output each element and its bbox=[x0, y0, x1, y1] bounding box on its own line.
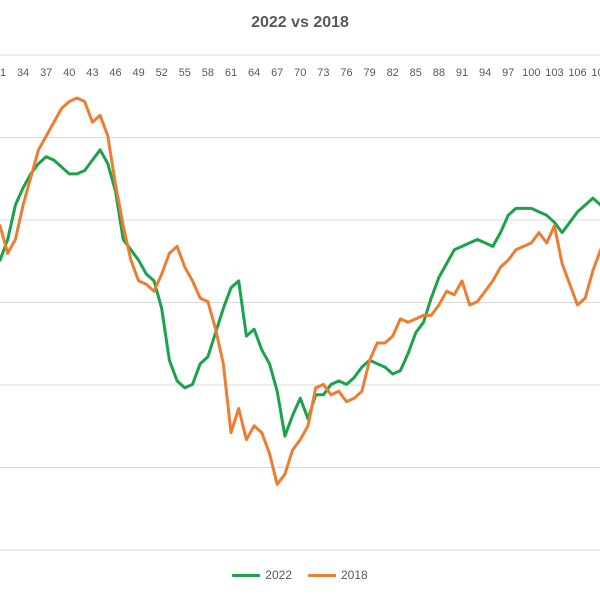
x-tick-label-76: 76 bbox=[340, 67, 352, 79]
legend-label-2022: 2022 bbox=[265, 568, 292, 582]
x-tick-label-88: 88 bbox=[433, 67, 445, 79]
series-line-2018 bbox=[0, 96, 600, 486]
legend-swatch-2018 bbox=[308, 573, 336, 577]
x-tick-label-61: 61 bbox=[225, 67, 237, 79]
x-tick-label-55: 55 bbox=[179, 67, 191, 79]
x-tick-label-58: 58 bbox=[202, 67, 214, 79]
x-tick-label-103: 103 bbox=[545, 67, 563, 79]
x-tick-label-106: 106 bbox=[568, 67, 586, 79]
x-tick-label-109: 109 bbox=[591, 67, 600, 79]
x-tick-label-40: 40 bbox=[63, 67, 75, 79]
x-tick-label-49: 49 bbox=[132, 67, 144, 79]
legend: 2022 2018 bbox=[0, 568, 600, 582]
legend-label-2018: 2018 bbox=[341, 568, 368, 582]
gridlines bbox=[0, 54, 600, 551]
legend-item-2022: 2022 bbox=[232, 568, 292, 582]
x-tick-label-67: 67 bbox=[271, 67, 283, 79]
x-tick-label-91: 91 bbox=[456, 67, 468, 79]
x-tick-label-70: 70 bbox=[294, 67, 306, 79]
x-tick-label-64: 64 bbox=[248, 67, 260, 79]
series-line-2022 bbox=[0, 148, 600, 438]
x-tick-label-52: 52 bbox=[156, 67, 168, 79]
x-tick-label-97: 97 bbox=[502, 67, 514, 79]
legend-item-2018: 2018 bbox=[308, 568, 368, 582]
x-axis-tick-labels: 31 34 37 40 43 46 49 52 55 58 61 64 67 70 73 76 79 82 85 88… bbox=[0, 67, 600, 79]
x-tick-label-82: 82 bbox=[387, 67, 399, 79]
series-lines bbox=[0, 96, 600, 486]
x-tick-label-34: 34 bbox=[17, 67, 29, 79]
x-tick-label-79: 79 bbox=[363, 67, 375, 79]
x-tick-label-43: 43 bbox=[86, 67, 98, 79]
x-tick-label-31: 31 bbox=[0, 67, 6, 79]
chart-title: 2022 vs 2018 bbox=[251, 14, 349, 31]
x-tick-label-73: 73 bbox=[317, 67, 329, 79]
legend-swatch-2022 bbox=[232, 573, 261, 577]
x-tick-label-46: 46 bbox=[109, 67, 121, 79]
x-tick-label-37: 37 bbox=[40, 67, 52, 79]
x-tick-label-100: 100 bbox=[522, 67, 540, 79]
x-tick-label-94: 94 bbox=[479, 67, 491, 79]
x-tick-label-85: 85 bbox=[410, 67, 422, 79]
